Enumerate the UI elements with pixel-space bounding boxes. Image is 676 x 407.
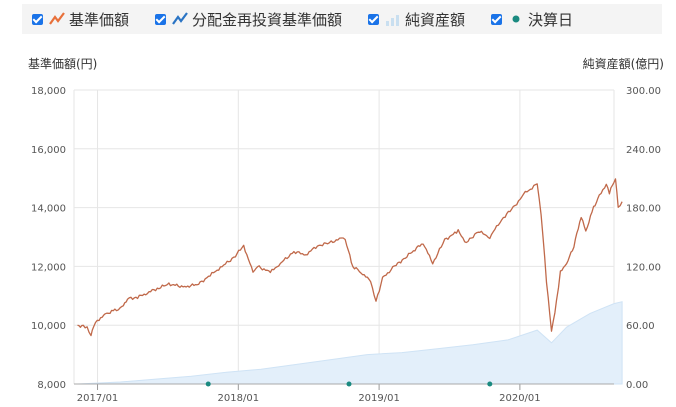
net-assets-area [77,301,623,385]
left-tick-label: 10,000 [31,321,66,332]
left-tick-label: 8,000 [37,380,66,391]
legend-item-2[interactable]: 純資産額 [368,9,465,30]
legend-item-0[interactable]: 基準価額 [32,9,129,30]
left-tick-label: 16,000 [31,145,66,156]
area-bars-icon [385,11,401,27]
legend-checkbox[interactable] [155,13,167,25]
settlement-dot [346,381,352,387]
legend-label: 分配金再投資基準価額 [192,10,343,29]
chart-legend: 基準価額 分配金再投資基準価額 純資産額 決算日 [22,4,662,34]
right-axis-title: 純資産額(億円) [582,57,664,71]
legend-label: 基準価額 [69,10,130,29]
left-axis-title: 基準価額(円) [28,57,98,71]
line-orange-icon [49,11,65,27]
x-tick-label: 2019/01 [358,393,400,404]
right-tick-label: 180.00 [626,204,661,215]
legend-checkbox[interactable] [32,13,43,25]
legend-checkbox[interactable] [491,13,503,25]
dot-teal-icon [508,11,524,27]
right-tick-label: 300.00 [626,86,661,97]
x-tick-label: 2020/01 [499,393,541,404]
legend-label: 純資産額 [405,10,466,29]
settlement-dot [487,381,493,387]
nav-line [77,178,623,337]
right-tick-label: 120.00 [626,262,661,273]
left-tick-label: 14,000 [31,204,66,215]
line-blue-icon [172,11,188,27]
x-tick-label: 2017/01 [77,393,119,404]
x-tick-label: 2018/01 [218,393,260,404]
legend-item-3[interactable]: 決算日 [491,9,573,30]
right-tick-label: 0.00 [626,380,648,391]
legend-checkbox[interactable] [368,13,380,25]
settlement-dot [205,381,211,387]
right-tick-label: 60.00 [626,321,655,332]
left-tick-label: 18,000 [31,86,66,97]
left-tick-label: 12,000 [31,262,66,273]
right-tick-label: 240.00 [626,145,661,156]
legend-item-1[interactable]: 分配金再投資基準価額 [155,9,342,30]
legend-label: 決算日 [528,10,574,29]
